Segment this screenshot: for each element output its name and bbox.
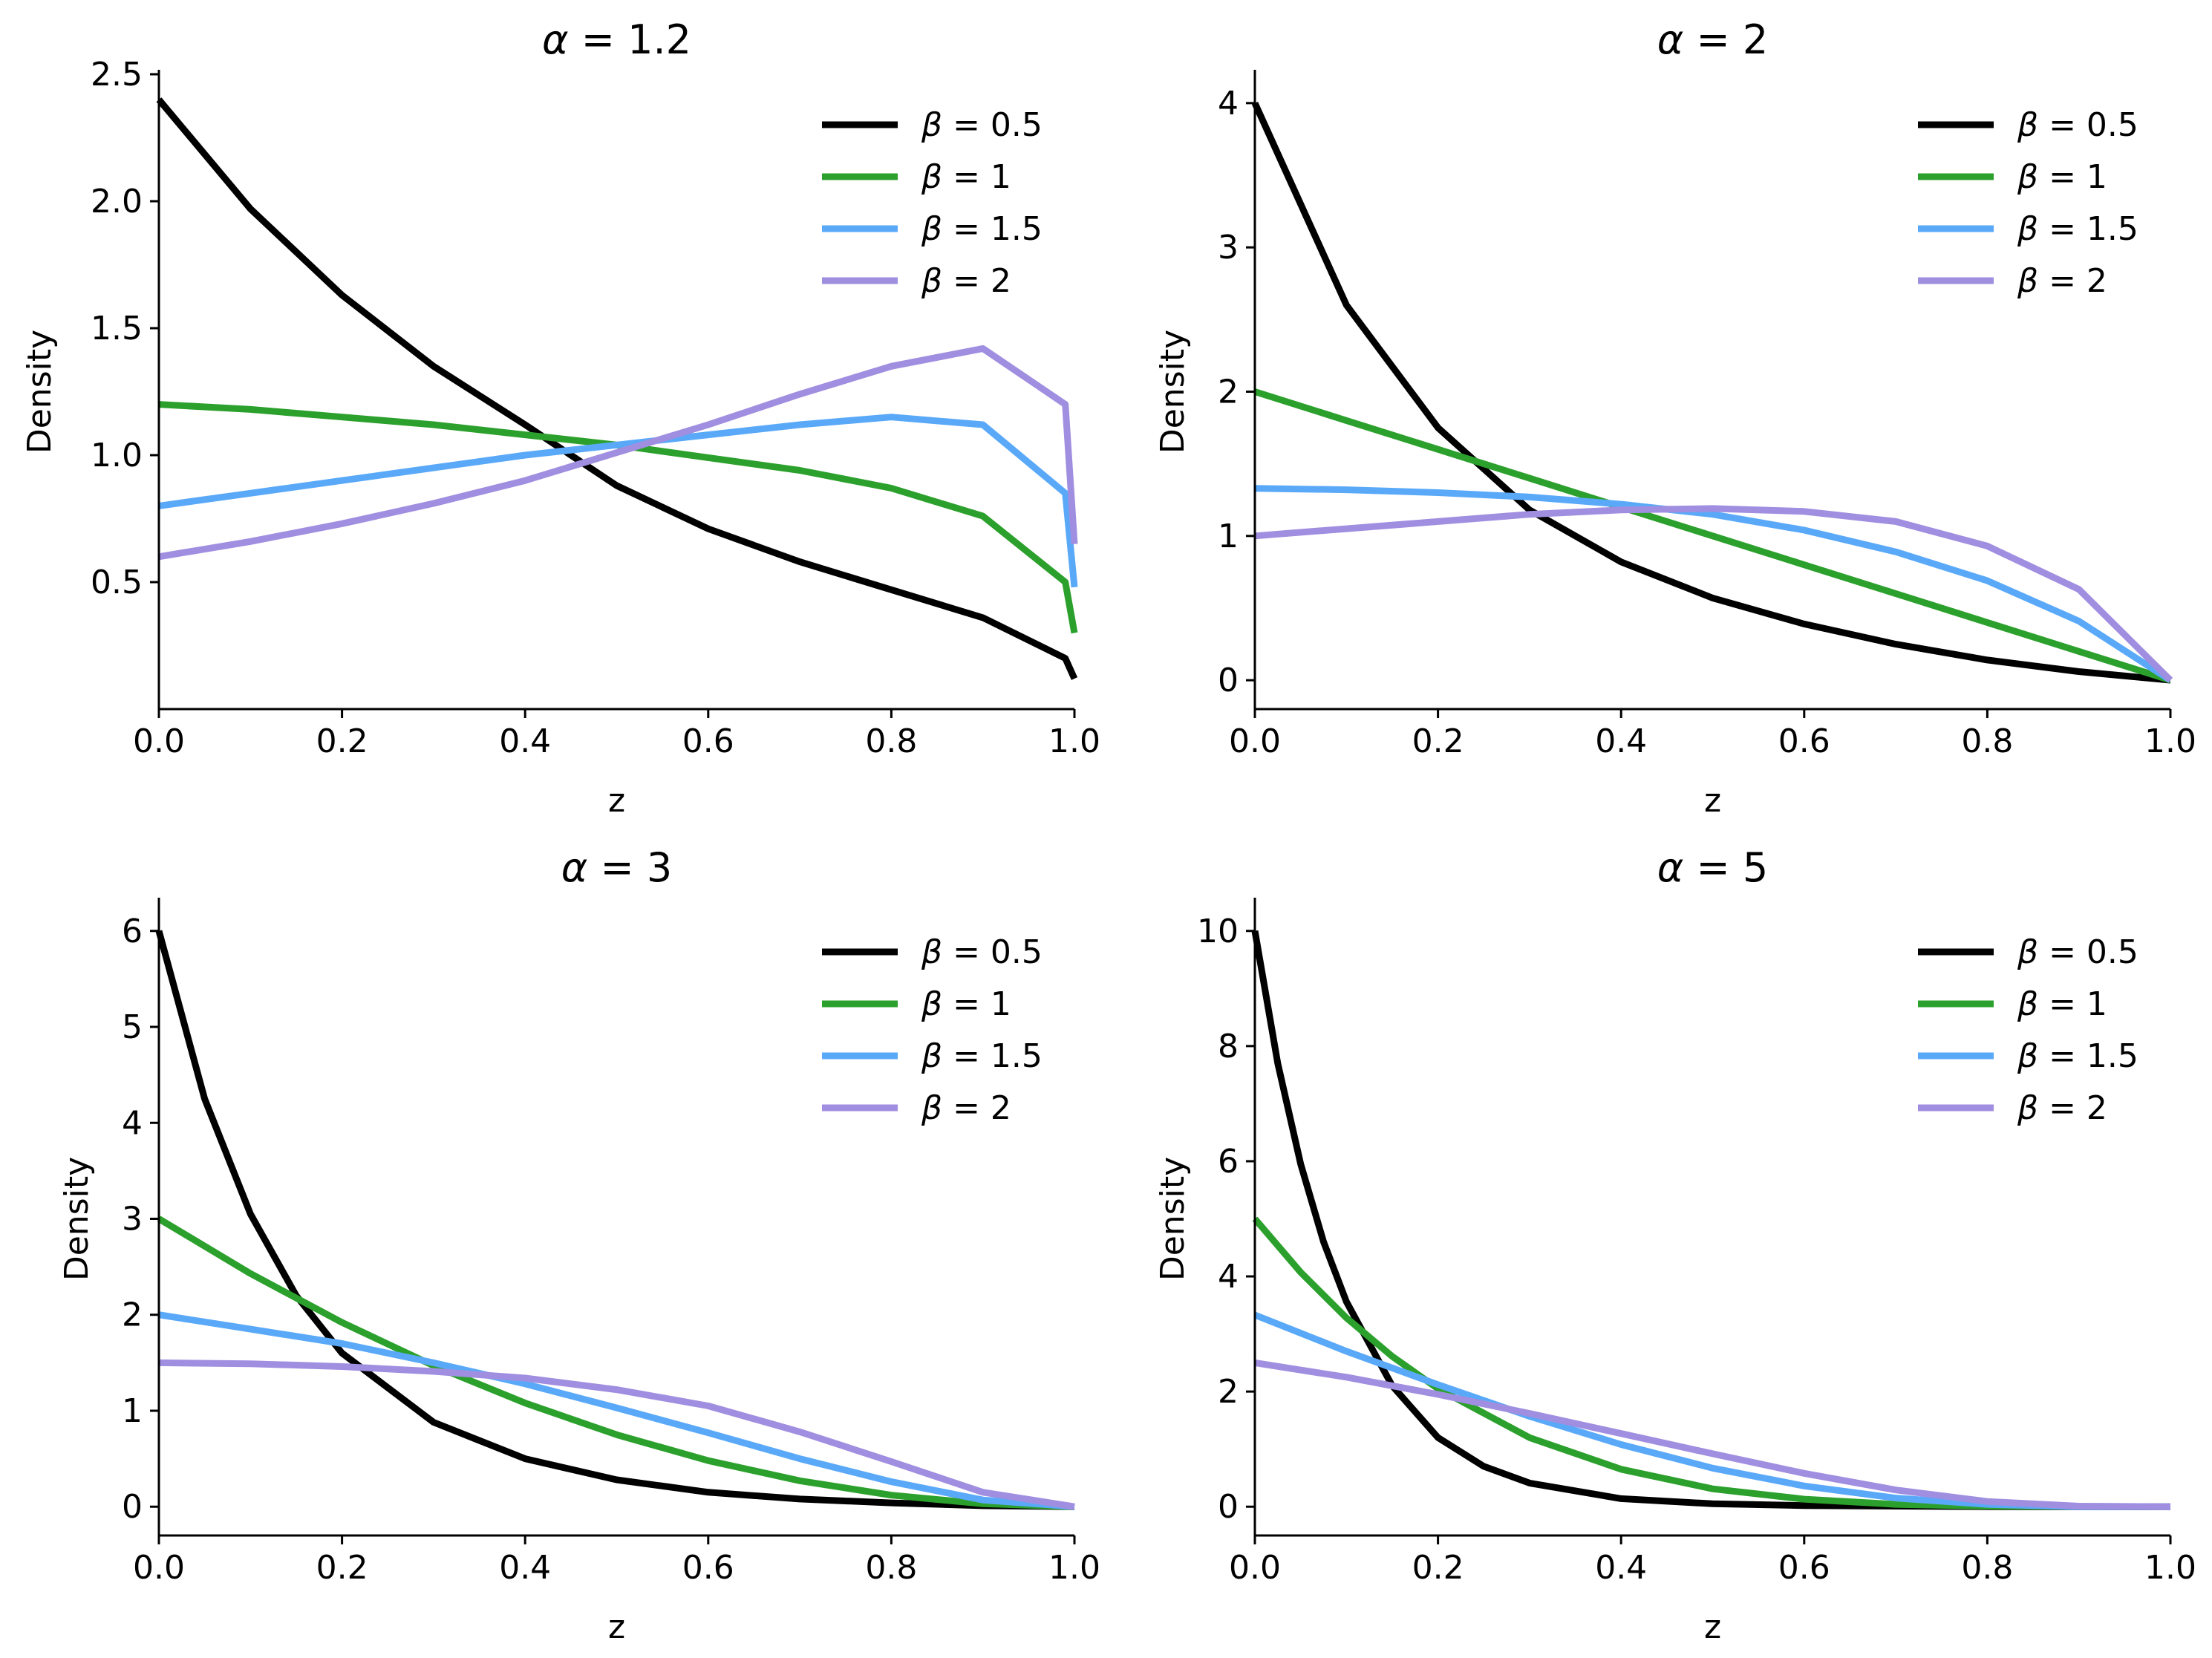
y-tick-label: 4 [1218,1258,1239,1296]
x-tick-label: 0.8 [1961,1549,2013,1587]
y-tick-label: 2 [1218,1373,1239,1411]
legend: β = 0.5 β = 1 β = 1.5 β = 2 [822,106,1043,300]
y-tick-label: 4 [1218,85,1239,123]
y-tick-label: 3 [122,1201,143,1238]
legend: β = 0.5 β = 1 β = 1.5 β = 2 [822,933,1043,1127]
x-tick-label: 0.2 [1412,1549,1464,1587]
legend-label: β = 0.5 [2017,933,2138,971]
legend-label: β = 2 [2017,262,2107,300]
x-tick-label: 0.6 [682,1549,734,1587]
series-line-1 [156,97,1078,680]
y-tick-label: 1.0 [91,437,143,474]
y-tick-label: 2.0 [91,183,143,221]
series-line-4 [1254,505,2173,683]
y-tick-label: 1.5 [91,310,143,347]
y-tick-label: 0.5 [91,564,143,601]
y-axis-label: Density [1154,1157,1192,1281]
y-tick-label: 6 [1218,1143,1239,1181]
x-tick-label: 0.0 [1229,1549,1281,1587]
legend-label: β = 0.5 [921,106,1043,144]
y-tick-label: 0 [122,1488,143,1526]
x-tick-label: 0.4 [1595,722,1647,760]
x-tick-label: 0.6 [1778,722,1830,760]
x-tick-label: 0.2 [1412,722,1464,760]
y-axis-label: Density [21,330,59,454]
legend-label: β = 0.5 [921,933,1043,971]
legend-label: β = 1 [2017,158,2107,196]
chart-panel-1: 0.0 0.2 0.4 0.6 0.8 1.0 0.5 1.0 1.5 2.0 2.5 z Densit… [21,16,1100,820]
y-tick-label: 10 [1197,913,1239,950]
series-line-4 [158,345,1078,561]
series-line-2 [1253,388,2172,684]
legend-label: β = 2 [2017,1089,2107,1127]
x-tick-label: 0.0 [1229,722,1281,760]
series-line-4 [1254,1359,2171,1510]
legend: β = 0.5 β = 1 β = 1.5 β = 2 [1918,106,2138,300]
x-tick-label: 1.0 [1048,722,1100,760]
chart-title: α = 2 [1657,16,1769,63]
legend-label: β = 2 [921,1089,1011,1127]
x-tick-label: 0.8 [865,722,917,760]
y-tick-label: 2 [1218,373,1239,411]
chart-title: α = 3 [561,844,673,891]
x-tick-label: 0.0 [133,1549,185,1587]
y-tick-label: 0 [1218,662,1239,699]
series-line-1 [1251,102,2171,684]
chart-panel-4: 0.0 0.2 0.4 0.6 0.8 1.0 0 2 4 6 8 10 z Density α = 5 β … [1154,844,2196,1646]
y-tick-label: 5 [122,1008,143,1046]
x-tick-label: 0.4 [499,1549,551,1587]
y-tick-label: 2.5 [91,56,143,94]
chart-panel-3: 0.0 0.2 0.4 0.6 0.8 1.0 0 1 2 3 4 5 6 z Density α = 3 β … [58,844,1100,1646]
x-tick-label: 0.6 [1778,1549,1830,1587]
y-tick-label: 6 [122,913,143,950]
x-axis-label: z [1704,1608,1721,1646]
y-tick-label: 2 [122,1296,143,1334]
y-tick-label: 3 [1218,229,1239,267]
legend-label: β = 0.5 [2017,106,2138,144]
series-line-3 [1254,485,2173,683]
x-tick-label: 1.0 [1048,1549,1100,1587]
series-line-4 [158,1359,1075,1510]
x-tick-label: 0.4 [1595,1549,1647,1587]
chart-title: α = 5 [1657,844,1769,891]
x-tick-label: 0.8 [1961,722,2013,760]
y-tick-label: 1 [1218,518,1239,555]
y-tick-label: 0 [1218,1488,1239,1526]
legend-label: β = 2 [921,262,1011,300]
y-tick-label: 8 [1218,1028,1239,1065]
series-line-3 [1253,1311,2170,1510]
series-line-1 [155,930,1075,1510]
x-tick-label: 0.8 [865,1549,917,1587]
y-tick-label: 1 [122,1392,143,1430]
chart-title: α = 1.2 [542,16,691,63]
legend-label: β = 1.5 [2017,1037,2138,1075]
series-line-2 [158,401,1078,634]
x-tick-label: 0.6 [682,722,734,760]
x-tick-label: 0.2 [316,1549,368,1587]
legend-label: β = 1 [921,985,1011,1023]
series-line-2 [157,1215,1075,1510]
legend: β = 0.5 β = 1 β = 1.5 β = 2 [1918,933,2138,1127]
x-tick-label: 1.0 [2144,1549,2196,1587]
y-tick-label: 4 [122,1104,143,1142]
y-axis-label: Density [1154,330,1192,454]
series-line-2 [1252,1216,2171,1510]
legend-label: β = 1 [2017,985,2107,1023]
x-axis-label: z [1704,782,1721,820]
y-axis-label: Density [58,1157,96,1281]
legend-label: β = 1.5 [2017,210,2138,248]
legend-label: β = 1.5 [921,210,1043,248]
x-tick-label: 0.0 [133,722,185,760]
x-tick-label: 0.2 [316,722,368,760]
legend-label: β = 1 [921,158,1011,196]
series-line-3 [158,1311,1075,1510]
x-axis-label: z [608,1608,625,1646]
legend-label: β = 1.5 [921,1037,1043,1075]
x-tick-label: 0.4 [499,722,551,760]
x-axis-label: z [608,782,625,820]
series-line-1 [1251,930,2170,1510]
x-tick-label: 1.0 [2144,722,2196,760]
chart-panel-2: 0.0 0.2 0.4 0.6 0.8 1.0 0 1 2 3 4 z Density α = 2 β = … [1154,16,2196,820]
